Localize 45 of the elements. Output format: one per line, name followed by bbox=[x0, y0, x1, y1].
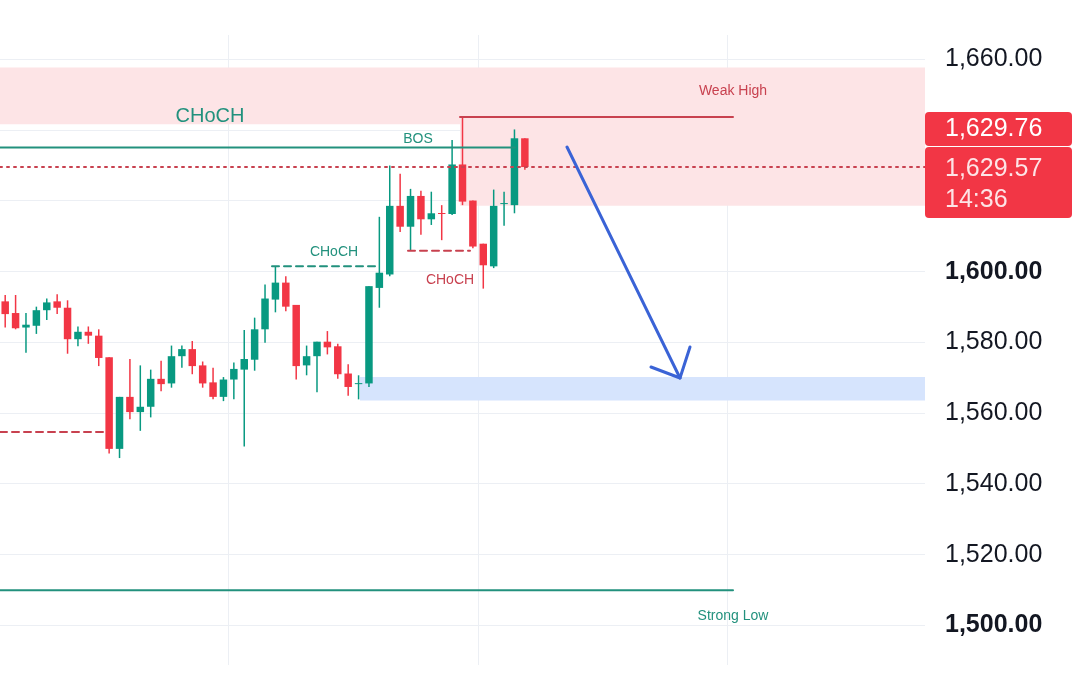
y-tick-label: 1,500.00 bbox=[945, 609, 1043, 638]
ref-line-label: Strong Low bbox=[697, 607, 770, 624]
y-tick-label: 1,520.00 bbox=[945, 538, 1043, 567]
candlestick bbox=[219, 376, 228, 402]
ref-line-label: Weak High bbox=[698, 81, 768, 98]
text: 14:36 bbox=[945, 183, 1008, 212]
candlestick bbox=[22, 312, 30, 354]
text: 1,629.57 bbox=[945, 152, 1043, 181]
y-tick-label: 1,560.00 bbox=[945, 397, 1043, 426]
candlestick bbox=[94, 328, 103, 367]
ref-line-label: CHoCH bbox=[309, 243, 359, 260]
candlestick bbox=[417, 189, 425, 236]
candlestick bbox=[437, 204, 446, 241]
candlestick bbox=[240, 329, 248, 448]
candlestick bbox=[302, 344, 311, 377]
candlestick bbox=[344, 363, 352, 397]
ref-line-label: BOS bbox=[403, 130, 433, 147]
candlestick bbox=[230, 361, 238, 401]
candlestick bbox=[53, 293, 61, 315]
candlestick bbox=[11, 294, 20, 331]
candlestick bbox=[32, 305, 41, 335]
candlestick bbox=[354, 374, 363, 401]
candlestick bbox=[271, 265, 280, 314]
y-tick-label: 1,540.00 bbox=[945, 467, 1043, 496]
candlestick bbox=[479, 242, 488, 290]
candlestick bbox=[198, 360, 207, 389]
y-tick-label: 1,660.00 bbox=[945, 43, 1043, 72]
candlestick bbox=[396, 172, 404, 233]
candlestick bbox=[126, 358, 134, 420]
candlestick bbox=[313, 340, 321, 394]
candlestick bbox=[427, 190, 436, 226]
candlestick bbox=[188, 340, 197, 375]
candlestick bbox=[157, 360, 165, 392]
candlestick bbox=[178, 344, 186, 369]
candlestick bbox=[375, 216, 384, 309]
candlestick bbox=[500, 190, 508, 227]
candlestick bbox=[1, 294, 9, 329]
y-tick-label: 1,600.00 bbox=[945, 255, 1043, 284]
candlestick bbox=[74, 325, 82, 348]
text: 1,629.76 bbox=[945, 112, 1043, 141]
ref-line-label: CHoCH bbox=[425, 270, 475, 287]
y-tick-label: 1,580.00 bbox=[945, 326, 1043, 355]
candlestick bbox=[43, 297, 51, 321]
band-label: CHoCH bbox=[175, 103, 245, 126]
candlestick bbox=[209, 367, 217, 401]
